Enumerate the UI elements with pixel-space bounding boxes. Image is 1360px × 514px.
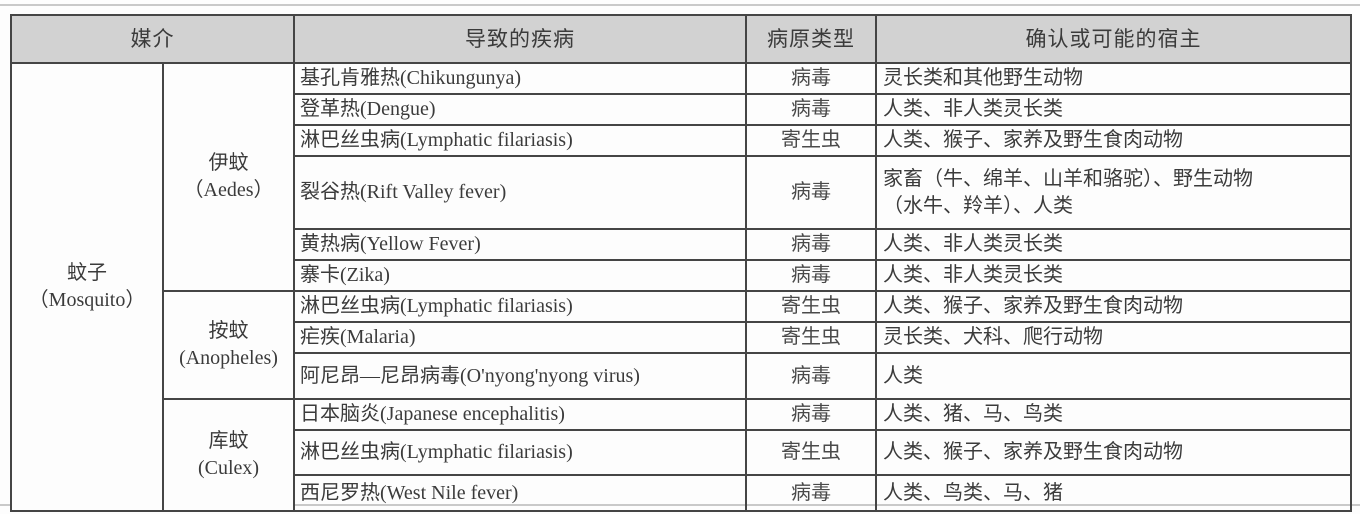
table-row: 裂谷热(Rift Valley fever) 病毒 家畜（牛、绵羊、山羊和骆驼）…: [11, 155, 1352, 230]
disease-cell: 淋巴丝虫病(Lymphatic filariasis): [293, 124, 747, 157]
disease-cell: 阿尼昂—尼昂病毒(O'nyong'nyong virus): [293, 352, 747, 400]
header-disease: 导致的疾病: [293, 14, 747, 64]
mosquito-disease-table: 媒介 导致的疾病 病原类型 确认或可能的宿主 蚊子 （Mosquito） 伊蚊 …: [10, 14, 1352, 512]
header-vector: 媒介: [10, 14, 295, 64]
disease-cell: 登革热(Dengue): [293, 93, 747, 126]
vector-subgroup-culex: 库蚊 (Culex): [162, 398, 295, 512]
table-row: 疟疾(Malaria) 寄生虫 灵长类、犬科、爬行动物: [11, 321, 1352, 354]
hosts-cell: 人类、猪、马、鸟类: [875, 398, 1352, 431]
vector-subgroup-anopheles: 按蚊 (Anopheles): [162, 290, 295, 400]
hosts-cell: 家畜（牛、绵羊、山羊和骆驼）、野生动物 （水牛、羚羊）、人类: [875, 155, 1352, 230]
disease-cell: 裂谷热(Rift Valley fever): [293, 155, 747, 230]
hosts-cell: 人类、猴子、家养及野生食肉动物: [875, 124, 1352, 157]
hosts-cell: 人类、鸟类、马、猪: [875, 474, 1352, 512]
pathogen-cell: 病毒: [745, 352, 877, 400]
pathogen-cell: 病毒: [745, 474, 877, 512]
pathogen-cell: 病毒: [745, 93, 877, 126]
table-row: 登革热(Dengue) 病毒 人类、非人类灵长类: [11, 93, 1352, 126]
header-pathogen-type: 病原类型: [745, 14, 877, 64]
disease-cell: 西尼罗热(West Nile fever): [293, 474, 747, 512]
hosts-cell: 人类: [875, 352, 1352, 400]
page-top-rule: [0, 4, 1360, 6]
pathogen-cell: 病毒: [745, 62, 877, 95]
pathogen-cell: 寄生虫: [745, 124, 877, 157]
disease-cell: 疟疾(Malaria): [293, 321, 747, 354]
table-row: 淋巴丝虫病(Lymphatic filariasis) 寄生虫 人类、猴子、家养…: [11, 429, 1352, 476]
pathogen-cell: 病毒: [745, 259, 877, 292]
vector-group-mosquito: 蚊子 （Mosquito）: [10, 62, 164, 512]
disease-cell: 黄热病(Yellow Fever): [293, 228, 747, 261]
hosts-cell: 灵长类、犬科、爬行动物: [875, 321, 1352, 354]
hosts-cell: 人类、猴子、家养及野生食肉动物: [875, 429, 1352, 476]
pathogen-cell: 病毒: [745, 398, 877, 431]
hosts-cell: 人类、非人类灵长类: [875, 93, 1352, 126]
disease-cell: 日本脑炎(Japanese encephalitis): [293, 398, 747, 431]
table-header-row: 媒介 导致的疾病 病原类型 确认或可能的宿主: [10, 14, 1352, 64]
disease-cell: 淋巴丝虫病(Lymphatic filariasis): [293, 290, 747, 323]
pathogen-cell: 寄生虫: [745, 321, 877, 354]
table-row: 按蚊 (Anopheles) 淋巴丝虫病(Lymphatic filariasi…: [11, 290, 1352, 400]
table-row: 寨卡(Zika) 病毒 人类、非人类灵长类: [11, 259, 1352, 292]
table-row: 淋巴丝虫病(Lymphatic filariasis) 寄生虫 人类、猴子、家养…: [11, 124, 1352, 157]
disease-cell: 基孔肯雅热(Chikungunya): [293, 62, 747, 95]
pathogen-cell: 寄生虫: [745, 429, 877, 476]
table-row: 阿尼昂—尼昂病毒(O'nyong'nyong virus) 病毒 人类: [11, 352, 1352, 400]
table-row: 西尼罗热(West Nile fever) 病毒 人类、鸟类、马、猪: [11, 474, 1352, 512]
table-row: 黄热病(Yellow Fever) 病毒 人类、非人类灵长类: [11, 228, 1352, 261]
table-row: 库蚊 (Culex) 日本脑炎(Japanese encephalitis) 病…: [11, 398, 1352, 512]
vector-subgroup-aedes: 伊蚊 （Aedes）: [162, 62, 295, 292]
hosts-cell: 灵长类和其他野生动物: [875, 62, 1352, 95]
disease-cell: 淋巴丝虫病(Lymphatic filariasis): [293, 429, 747, 476]
hosts-cell: 人类、非人类灵长类: [875, 228, 1352, 261]
pathogen-cell: 寄生虫: [745, 290, 877, 323]
table-row: 蚊子 （Mosquito） 伊蚊 （Aedes） 基孔肯雅热(Chikungun…: [10, 62, 1352, 512]
hosts-cell: 人类、猴子、家养及野生食肉动物: [875, 290, 1352, 323]
disease-cell: 寨卡(Zika): [293, 259, 747, 292]
hosts-cell: 人类、非人类灵长类: [875, 259, 1352, 292]
header-hosts: 确认或可能的宿主: [875, 14, 1352, 64]
pathogen-cell: 病毒: [745, 228, 877, 261]
pathogen-cell: 病毒: [745, 155, 877, 230]
